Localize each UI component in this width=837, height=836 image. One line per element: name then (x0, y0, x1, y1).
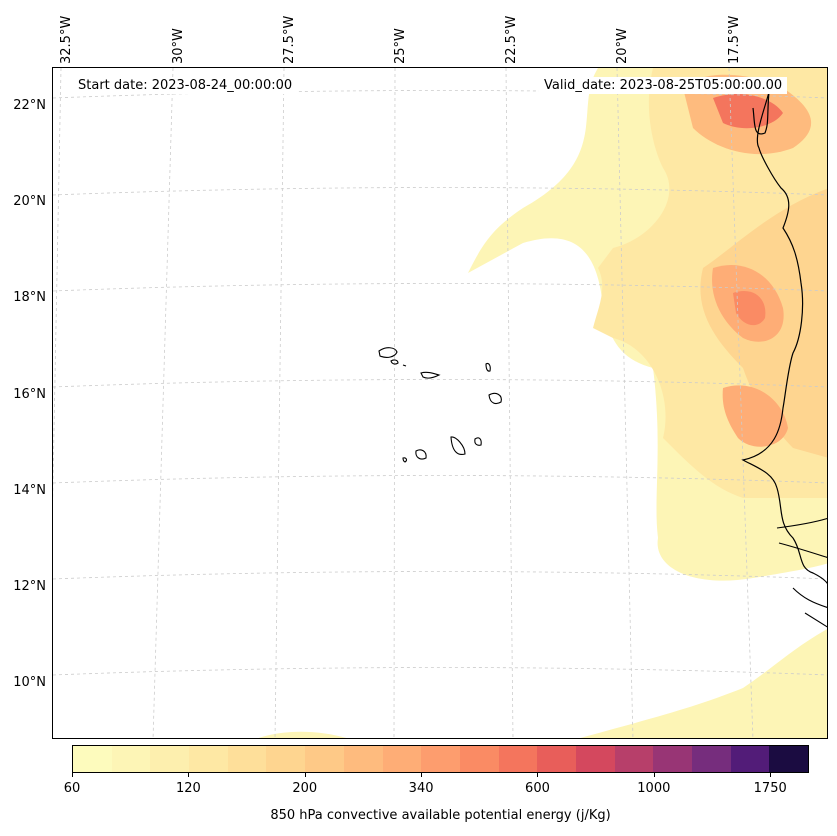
island-santa-luzia (402, 364, 407, 367)
colorbar-tick-mark (770, 773, 772, 777)
island-brava (402, 457, 408, 463)
lat-label-18n: 18°N (13, 290, 46, 305)
map-canvas (53, 68, 827, 738)
island-sao-nicolau (420, 371, 441, 379)
colorbar-tick-mark (537, 773, 539, 777)
colorbar-label: 850 hPa convective available potential e… (270, 808, 611, 823)
coastline-river-gambia (776, 518, 827, 628)
lon-label-32-5w: 32.5°W (59, 15, 74, 64)
start-date-label: Start date: 2023-08-24_00:00:00 (73, 77, 298, 94)
colorbar-segment (614, 746, 654, 772)
colorbar-tick-label: 200 (292, 781, 318, 796)
lon-label-20w: 20°W (615, 28, 630, 64)
colorbar-segment (266, 746, 306, 772)
colorbar-segment (769, 746, 809, 772)
colorbar-segment (421, 746, 460, 772)
gridlines (53, 68, 827, 738)
colorbar-segment (227, 746, 267, 772)
lat-label-14n: 14°N (13, 483, 46, 498)
colorbar (72, 745, 809, 773)
lat-label-12n: 12°N (13, 579, 46, 594)
island-maio (474, 437, 482, 446)
colorbar-segment (111, 746, 151, 772)
colorbar-tick-label: 1000 (637, 781, 671, 796)
island-fogo (415, 449, 427, 460)
cape-verde-islands (378, 347, 502, 463)
coastline-africa (741, 91, 827, 585)
colorbar-segment (730, 746, 770, 772)
cape-field (258, 68, 827, 738)
colorbar-segment (73, 746, 112, 772)
lat-label-20n: 20°N (13, 194, 46, 209)
cape-region-outer-south (580, 629, 827, 738)
lon-label-30w: 30°W (171, 28, 186, 64)
colorbar-segment (150, 746, 190, 772)
colorbar-segment (189, 746, 228, 772)
island-santo-antao (378, 347, 398, 358)
colorbar-tick-label: 1750 (753, 781, 787, 796)
colorbar-segment (498, 746, 538, 772)
cape-core-east-inner (733, 290, 766, 326)
cape-region-south-west (258, 731, 347, 738)
island-santiago (450, 436, 466, 456)
colorbar-segment (537, 746, 576, 772)
colorbar-tick-label: 600 (525, 781, 550, 796)
colorbar-tick-mark (653, 773, 655, 777)
colorbar-segment (459, 746, 499, 772)
colorbar-tick-mark (421, 773, 423, 777)
colorbar-tick-label: 120 (175, 781, 201, 796)
lon-label-27-5w: 27.5°W (282, 15, 297, 64)
colorbar-segment (305, 746, 344, 772)
map-panel[interactable]: Start date: 2023-08-24_00:00:00 Valid_da… (52, 67, 828, 739)
island-boa-vista (488, 392, 502, 405)
lon-label-22-5w: 22.5°W (504, 15, 519, 64)
colorbar-segment (343, 746, 383, 772)
lat-label-16n: 16°N (13, 387, 46, 402)
island-sao-vicente (390, 359, 399, 365)
lat-label-10n: 10°N (13, 675, 46, 690)
colorbar-segment (653, 746, 692, 772)
island-sal (485, 362, 491, 372)
colorbar-tick-label: 60 (63, 781, 81, 796)
lon-label-25w: 25°W (393, 28, 408, 64)
cape-core-south (722, 385, 788, 447)
colorbar-tick-mark (188, 773, 190, 777)
lat-label-22n: 22°N (13, 98, 46, 113)
colorbar-tick-mark (304, 773, 306, 777)
colorbar-segment (692, 746, 731, 772)
valid-date-label: Valid_date: 2023-08-25T05:00:00.00 (539, 77, 788, 94)
colorbar-segment (575, 746, 615, 772)
colorbar-tick-mark (72, 773, 73, 777)
coastline-north-peninsula (752, 91, 770, 135)
lon-label-17-5w: 17.5°W (727, 15, 742, 64)
colorbar-tick-label: 340 (408, 781, 434, 796)
colorbar-segment (382, 746, 422, 772)
